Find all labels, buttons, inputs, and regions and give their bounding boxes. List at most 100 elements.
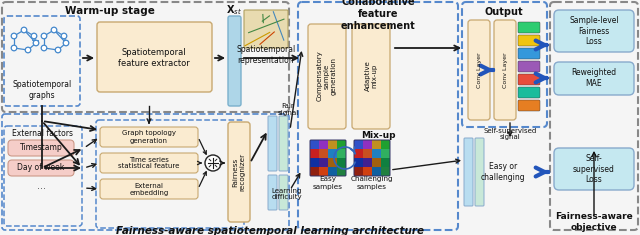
- Circle shape: [41, 45, 47, 51]
- Text: Learning
difficulty: Learning difficulty: [272, 188, 302, 200]
- Text: Spatiotemporal
representation: Spatiotemporal representation: [236, 45, 296, 65]
- Bar: [337, 140, 346, 149]
- Bar: [354, 167, 363, 176]
- Bar: [319, 149, 328, 158]
- Bar: [328, 149, 337, 158]
- FancyBboxPatch shape: [518, 48, 540, 59]
- Text: Conv Layer: Conv Layer: [502, 52, 508, 88]
- Bar: [319, 140, 328, 149]
- FancyBboxPatch shape: [244, 10, 288, 48]
- FancyBboxPatch shape: [228, 16, 241, 106]
- Text: Day of week: Day of week: [17, 164, 65, 172]
- FancyBboxPatch shape: [518, 35, 540, 46]
- Circle shape: [33, 40, 39, 46]
- Bar: [372, 149, 381, 158]
- FancyBboxPatch shape: [464, 138, 473, 206]
- Circle shape: [51, 27, 57, 33]
- Circle shape: [21, 27, 27, 33]
- Bar: [372, 158, 381, 167]
- Bar: [381, 158, 390, 167]
- Bar: [372, 167, 381, 176]
- Text: Sample-level
Fairness
Loss: Sample-level Fairness Loss: [569, 16, 619, 46]
- Text: Timestamp: Timestamp: [20, 144, 62, 153]
- Text: Spatiotemporal
graphs: Spatiotemporal graphs: [12, 80, 72, 100]
- FancyBboxPatch shape: [518, 74, 540, 85]
- FancyBboxPatch shape: [518, 100, 540, 111]
- FancyBboxPatch shape: [279, 175, 288, 210]
- Text: Easy or
challenging: Easy or challenging: [481, 162, 525, 182]
- Text: Adaptive
mix-up: Adaptive mix-up: [365, 61, 378, 91]
- Bar: [310, 158, 319, 167]
- FancyBboxPatch shape: [554, 148, 634, 190]
- Text: ...: ...: [36, 181, 45, 191]
- Text: Output: Output: [484, 7, 524, 17]
- Text: Compensatory
sample
generation: Compensatory sample generation: [317, 51, 337, 101]
- Circle shape: [63, 40, 69, 46]
- Bar: [354, 149, 363, 158]
- Bar: [381, 140, 390, 149]
- Text: Fairness-aware spatiotemporal learning architecture: Fairness-aware spatiotemporal learning a…: [116, 226, 424, 235]
- Bar: [310, 140, 319, 149]
- Text: Spatiotemporal
feature extractor: Spatiotemporal feature extractor: [118, 48, 190, 68]
- FancyBboxPatch shape: [518, 87, 540, 98]
- FancyBboxPatch shape: [494, 20, 516, 120]
- FancyBboxPatch shape: [518, 22, 540, 33]
- Text: $\mathbf{X}_{st}$: $\mathbf{X}_{st}$: [226, 3, 242, 17]
- FancyBboxPatch shape: [100, 127, 198, 147]
- Bar: [372, 140, 381, 149]
- Bar: [328, 140, 337, 149]
- Bar: [328, 167, 337, 176]
- Bar: [354, 158, 363, 167]
- FancyBboxPatch shape: [268, 175, 277, 210]
- FancyBboxPatch shape: [308, 24, 346, 129]
- Bar: [354, 140, 363, 149]
- Bar: [363, 149, 372, 158]
- FancyBboxPatch shape: [279, 116, 288, 171]
- FancyBboxPatch shape: [8, 140, 74, 156]
- Bar: [381, 149, 390, 158]
- Text: External
embedding: External embedding: [129, 183, 168, 196]
- Bar: [337, 167, 346, 176]
- Bar: [363, 167, 372, 176]
- Circle shape: [41, 33, 47, 39]
- Text: External factors: External factors: [13, 129, 74, 138]
- FancyBboxPatch shape: [8, 160, 74, 176]
- FancyBboxPatch shape: [100, 179, 198, 199]
- Text: Self-supervised
signal: Self-supervised signal: [483, 128, 536, 141]
- Text: Mix-up: Mix-up: [361, 130, 396, 140]
- Bar: [328, 158, 337, 167]
- Text: Time series
statistical feature: Time series statistical feature: [118, 157, 180, 169]
- Text: Collaborative
feature
enhancement: Collaborative feature enhancement: [340, 0, 415, 31]
- Circle shape: [11, 33, 17, 39]
- Text: Graph topology
generation: Graph topology generation: [122, 130, 176, 144]
- FancyBboxPatch shape: [468, 20, 490, 120]
- Bar: [319, 167, 328, 176]
- Circle shape: [55, 47, 61, 53]
- Circle shape: [11, 45, 17, 51]
- Circle shape: [25, 47, 31, 53]
- Text: Fair
signal: Fair signal: [277, 103, 299, 117]
- FancyBboxPatch shape: [100, 153, 198, 173]
- Text: Easy
samples: Easy samples: [313, 176, 343, 189]
- Circle shape: [205, 155, 221, 171]
- FancyBboxPatch shape: [554, 10, 634, 52]
- Text: Challenging
samples: Challenging samples: [351, 176, 394, 189]
- FancyBboxPatch shape: [554, 62, 634, 95]
- FancyBboxPatch shape: [518, 61, 540, 72]
- FancyBboxPatch shape: [97, 22, 212, 92]
- Bar: [337, 158, 346, 167]
- FancyBboxPatch shape: [228, 122, 250, 222]
- Circle shape: [61, 33, 67, 39]
- Text: Fairness
recognizer: Fairness recognizer: [232, 153, 246, 191]
- Text: Reweighted
MAE: Reweighted MAE: [572, 68, 616, 88]
- Circle shape: [31, 33, 36, 39]
- FancyBboxPatch shape: [352, 24, 390, 129]
- Text: Conv Layer: Conv Layer: [477, 52, 481, 88]
- Text: Fairness-aware
objective: Fairness-aware objective: [555, 212, 633, 232]
- FancyBboxPatch shape: [475, 138, 484, 206]
- Bar: [337, 149, 346, 158]
- Text: Self-
supervised
Loss: Self- supervised Loss: [573, 154, 615, 184]
- Text: ...: ...: [31, 33, 40, 43]
- Bar: [310, 149, 319, 158]
- Bar: [310, 167, 319, 176]
